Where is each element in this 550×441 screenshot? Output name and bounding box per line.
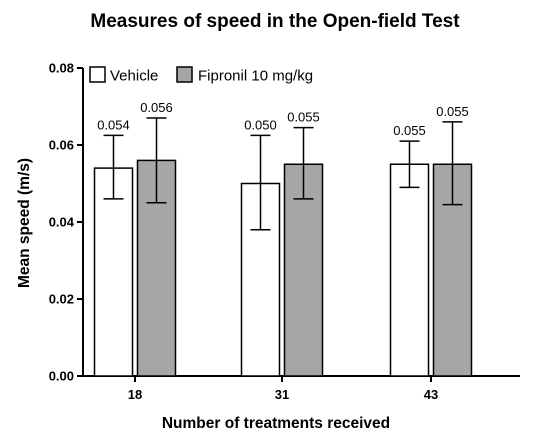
bar-vehicle <box>93 167 134 377</box>
chart-title: Measures of speed in the Open-field Test <box>90 11 460 32</box>
data-label: 0.054 <box>97 117 130 132</box>
y-tick-label: 0.06 <box>49 138 74 153</box>
legend-label-vehicle: Vehicle <box>110 68 158 85</box>
plot-area: 0.00 0.02 0.04 0.06 0.08 18 0.054 0.056 31 0.050 0… <box>49 61 520 402</box>
y-axis-title: Mean speed (m/s) <box>16 158 33 288</box>
data-label: 0.050 <box>244 117 277 132</box>
x-axis-title: Number of treatments received <box>162 415 390 432</box>
legend-swatch-vehicle <box>89 66 106 83</box>
y-tick-label: 0.02 <box>49 292 74 307</box>
x-tick-label: 31 <box>275 387 289 402</box>
x-tick-label: 18 <box>128 387 142 402</box>
data-label: 0.056 <box>140 100 173 115</box>
legend: Vehicle Fipronil 10 mg/kg <box>89 66 313 85</box>
bar-vehicle <box>389 163 430 377</box>
legend-swatch-fipronil <box>176 66 193 83</box>
y-tick-label: 0.00 <box>49 369 74 384</box>
y-tick-label: 0.08 <box>49 61 74 76</box>
x-tick-label: 43 <box>424 387 438 402</box>
data-label: 0.055 <box>393 123 426 138</box>
data-label: 0.055 <box>287 110 320 125</box>
legend-label-fipronil: Fipronil 10 mg/kg <box>198 68 313 85</box>
y-tick-label: 0.04 <box>49 215 75 230</box>
data-label: 0.055 <box>436 104 469 119</box>
